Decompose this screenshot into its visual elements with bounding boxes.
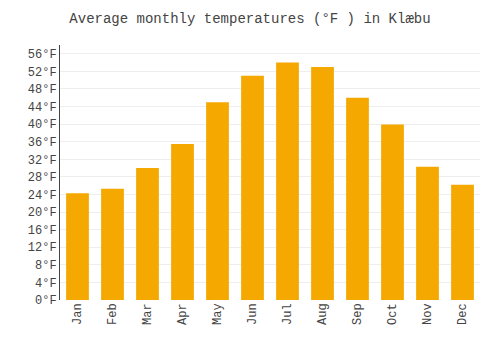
svg-text:Jan: Jan [71, 303, 85, 325]
svg-text:36°F: 36°F [28, 136, 57, 150]
svg-text:24°F: 24°F [28, 189, 57, 203]
svg-text:Nov: Nov [421, 303, 435, 325]
svg-text:12°F: 12°F [28, 241, 57, 255]
svg-text:Mar: Mar [141, 303, 155, 325]
svg-text:52°F: 52°F [28, 66, 57, 80]
svg-text:Jul: Jul [281, 303, 295, 325]
svg-text:Average monthly temperatures (: Average monthly temperatures (°F ) in Kl… [69, 11, 430, 27]
svg-text:May: May [211, 303, 225, 325]
svg-text:0°F: 0°F [35, 294, 57, 308]
svg-text:32°F: 32°F [28, 154, 57, 168]
svg-text:20°F: 20°F [28, 206, 57, 220]
svg-text:Sep: Sep [351, 303, 365, 325]
svg-text:44°F: 44°F [28, 101, 57, 115]
svg-text:56°F: 56°F [28, 48, 57, 62]
svg-text:Jun: Jun [246, 303, 260, 325]
svg-text:48°F: 48°F [28, 83, 57, 97]
svg-text:Oct: Oct [386, 303, 400, 325]
svg-text:Aug: Aug [316, 303, 330, 325]
svg-text:40°F: 40°F [28, 118, 57, 132]
svg-text:Dec: Dec [456, 303, 470, 325]
svg-text:28°F: 28°F [28, 171, 57, 185]
svg-text:Apr: Apr [176, 303, 190, 325]
svg-text:Feb: Feb [106, 303, 120, 325]
svg-text:16°F: 16°F [28, 224, 57, 238]
svg-text:8°F: 8°F [35, 259, 57, 273]
svg-text:4°F: 4°F [35, 277, 57, 291]
